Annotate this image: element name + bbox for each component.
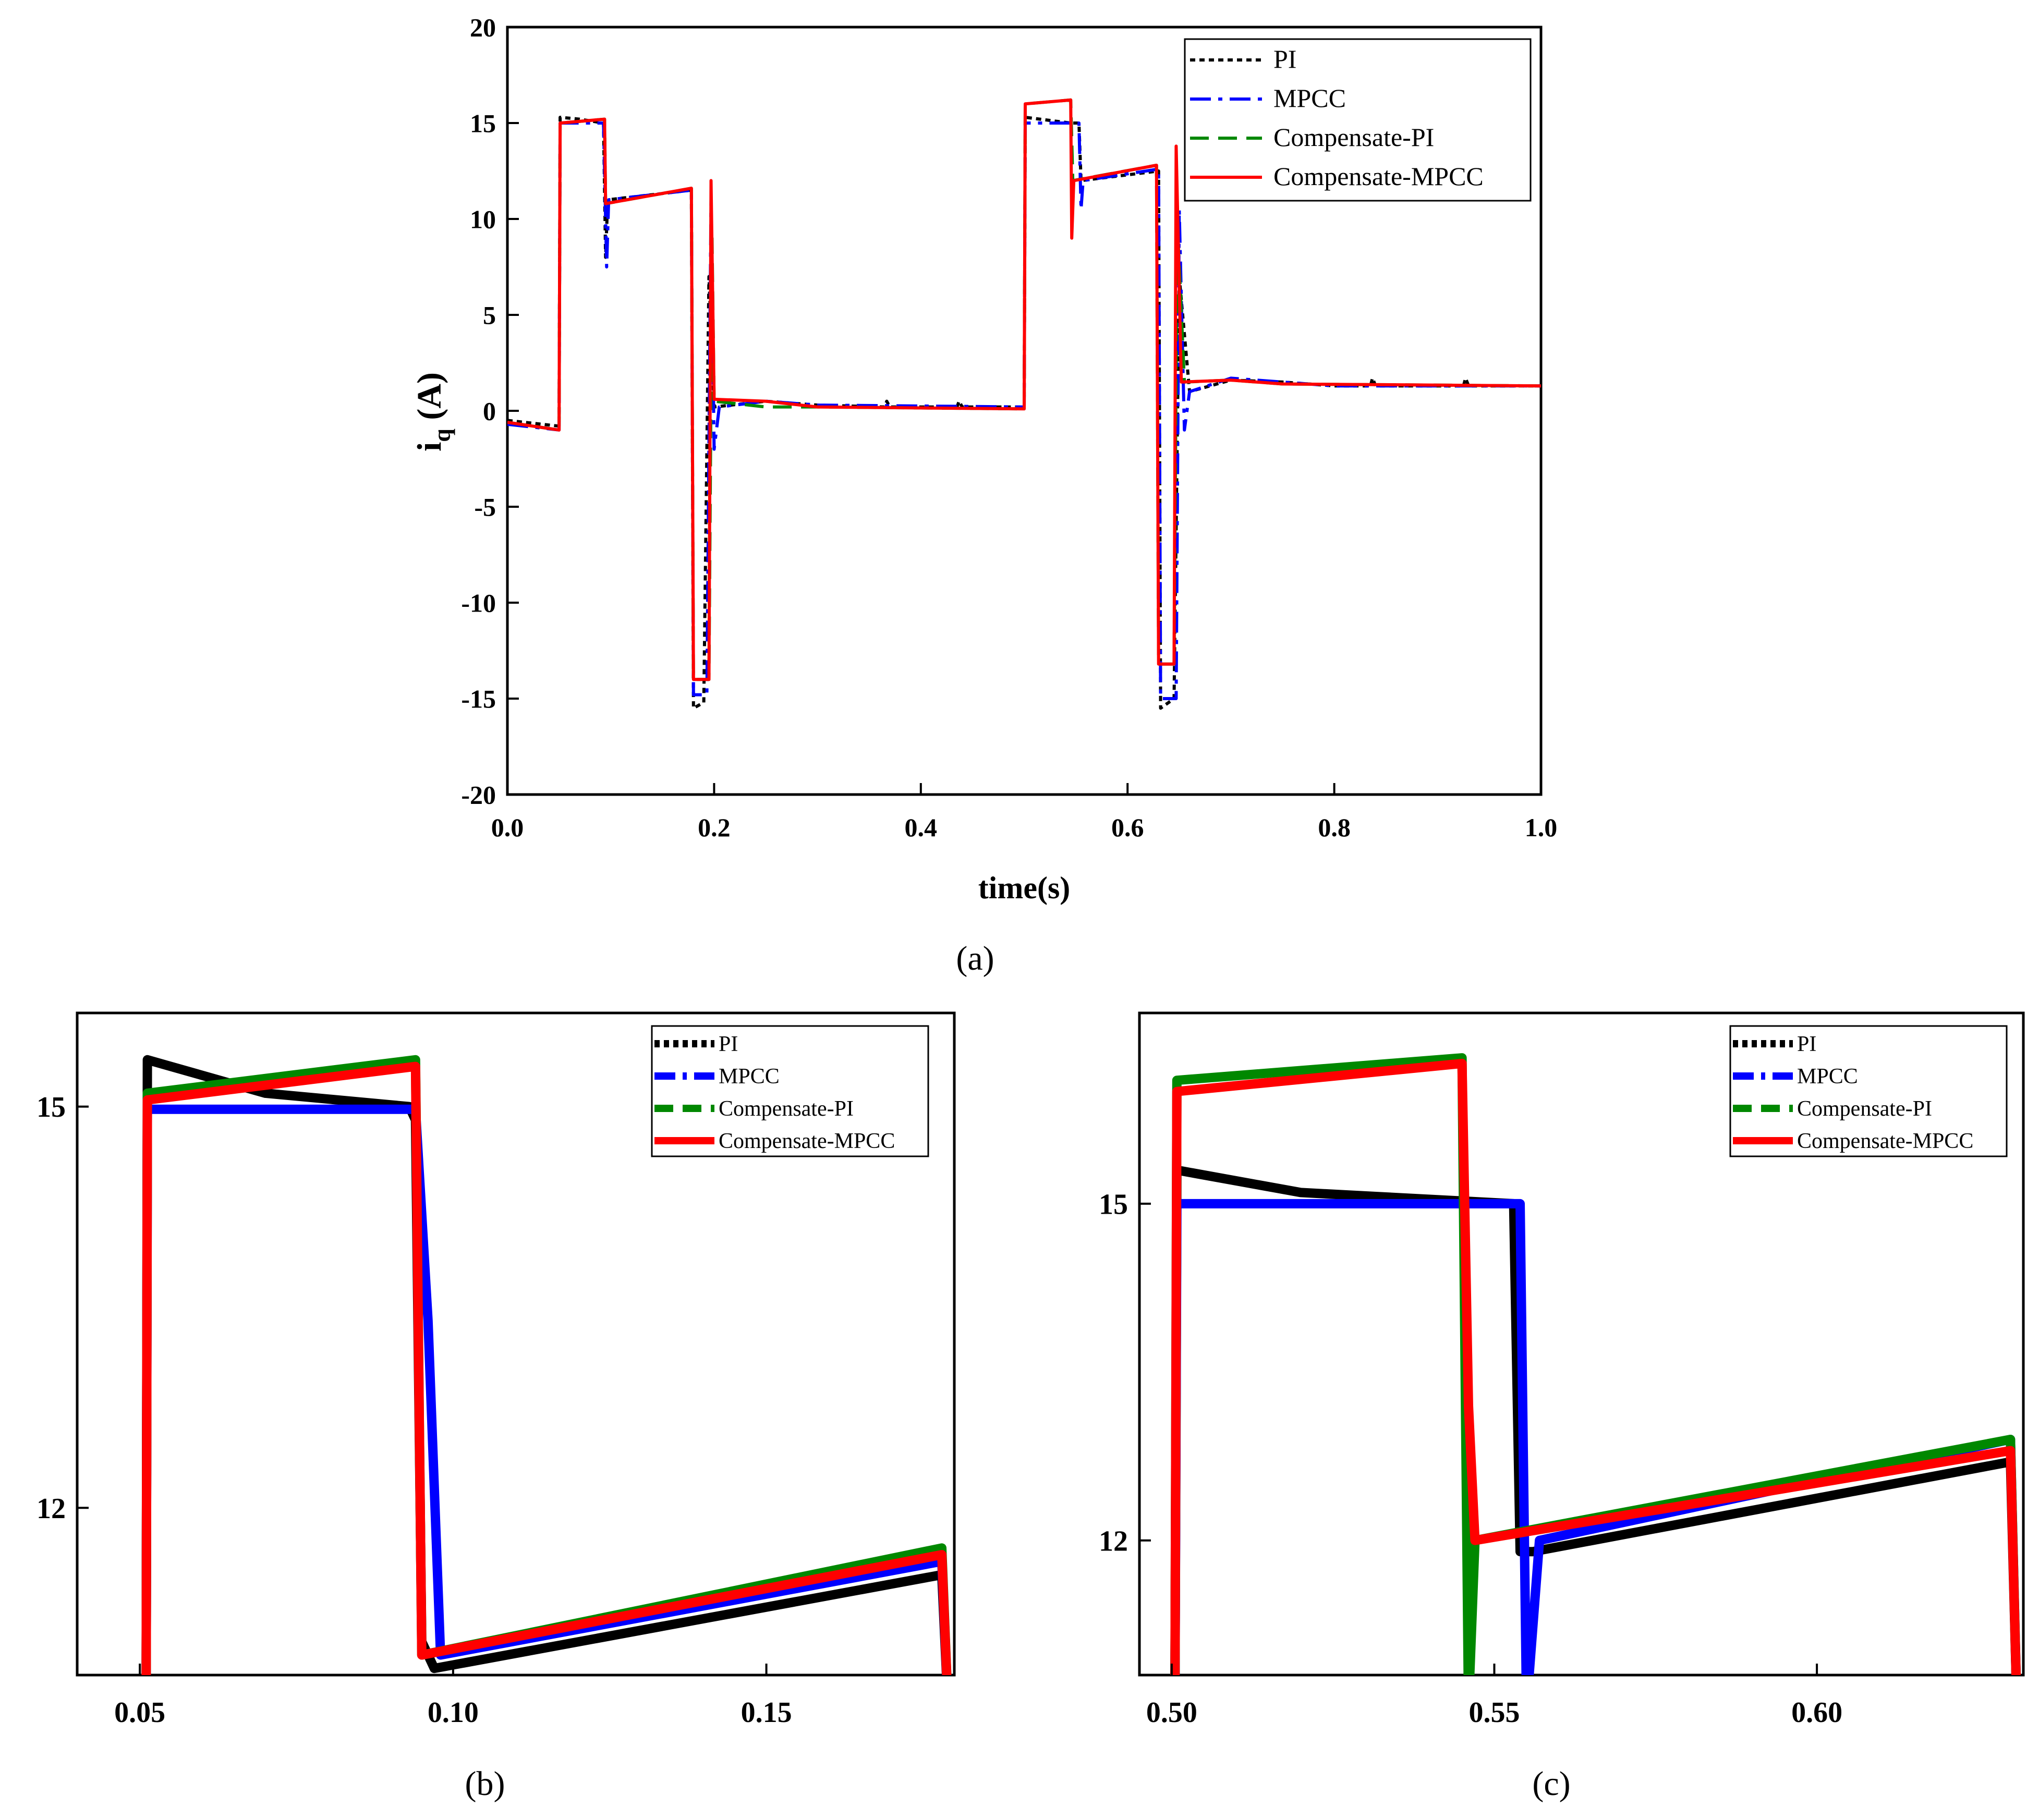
y-tick-label-a-2: -10: [461, 589, 496, 618]
panel-a: 0.0 0.2 0.4 0.6 0.8 1.0 -20 -15 -10 -5 0 5 10 15 20 PI…: [410, 13, 1557, 978]
legend-label-compensate-mpcc: Compensate-MPCC: [1273, 162, 1484, 191]
x-tick-label-c-0: 0.50: [1146, 1696, 1197, 1729]
y-tick-label-a-6: 10: [470, 205, 496, 234]
ticks-b: 0.05 0.10 0.15 12 15: [37, 1091, 792, 1729]
panel-c: 0.50 0.55 0.60 12 15 PI MPCC Compensate-PI C…: [1099, 1011, 2025, 1803]
ticks-c: 0.50 0.55 0.60 12 15: [1099, 1189, 1842, 1729]
caption-letter-c: c: [1544, 1765, 1559, 1803]
series-line-compensate-pi-c: [1170, 1053, 2021, 1675]
ticks-a: 0.0 0.2 0.4 0.6 0.8 1.0 -20 -15 -10 -5 0 5 10 15 20: [461, 13, 1557, 842]
y-tick-label-a-1: -15: [461, 685, 496, 714]
legend-box-b: [651, 1025, 929, 1157]
x-tick-label-a-2: 0.4: [905, 813, 938, 842]
y-axis-title-unit: (A): [410, 372, 448, 429]
caption-c: (c): [1532, 1765, 1570, 1803]
legend-label-mpcc: MPCC: [1273, 83, 1346, 113]
series-line-compensate-mpcc-c: [1170, 1058, 2021, 1675]
series-line-mpcc-c: [1170, 1199, 2021, 1675]
x-tick-label-a-3: 0.6: [1111, 813, 1144, 842]
y-axis-title-sub: q: [429, 429, 455, 442]
legend-label-compensate-pi: Compensate-PI: [1273, 123, 1434, 152]
series-line-compensate-mpcc-b: [141, 1061, 952, 1675]
legend-label-pi-b: PI: [719, 1032, 738, 1056]
x-tick-label-a-4: 0.8: [1318, 813, 1351, 842]
legend-a: PI MPCC Compensate-PI Compensate-MPCC: [1184, 38, 1532, 202]
legend-label-compensate-mpcc-b: Compensate-MPCC: [719, 1129, 895, 1153]
x-axis-title-a: time(s): [978, 871, 1071, 905]
series-line-compensate-mpcc-a: [507, 98, 1541, 681]
caption-b: (b): [465, 1765, 505, 1803]
y-tick-label-a-5: 5: [483, 301, 496, 330]
legend-label-compensate-pi-b: Compensate-PI: [719, 1097, 854, 1121]
legend-label-compensate-pi-c: Compensate-PI: [1797, 1097, 1932, 1121]
x-tick-label-a-5: 1.0: [1525, 813, 1558, 842]
legend-b: PI MPCC Compensate-PI Compensate-MPCC: [651, 1025, 929, 1157]
y-tick-label-a-7: 15: [470, 109, 496, 138]
x-tick-label-c-2: 0.60: [1791, 1696, 1842, 1729]
y-tick-label-c-0: 12: [1099, 1525, 1128, 1557]
series-line-pi-c: [1170, 1165, 2021, 1675]
legend-label-mpcc-c: MPCC: [1797, 1065, 1858, 1089]
x-tick-label-c-1: 0.55: [1468, 1696, 1520, 1729]
y-tick-label-c-1: 15: [1099, 1189, 1128, 1221]
caption-letter-b: b: [477, 1765, 494, 1803]
panel-b: 0.05 0.10 0.15 12 15 PI MPCC Compensate-PI C…: [37, 1011, 956, 1803]
legend-label-compensate-mpcc-c: Compensate-MPCC: [1797, 1129, 1973, 1153]
legend-box-a: [1184, 38, 1532, 202]
series-group-c: [1170, 1053, 2021, 1675]
legend-label-pi-c: PI: [1797, 1032, 1816, 1056]
caption-a: (a): [956, 939, 994, 978]
x-tick-label-b-2: 0.15: [741, 1696, 792, 1729]
y-tick-label-b-1: 15: [37, 1091, 66, 1123]
legend-label-mpcc-b: MPCC: [719, 1065, 780, 1089]
y-tick-label-a-3: -5: [474, 493, 496, 522]
plot-frame-b: [76, 1011, 956, 1677]
y-axis-title-main: i: [410, 442, 448, 451]
series-line-mpcc-b: [141, 1104, 952, 1675]
series-group-a: [507, 98, 1541, 710]
y-tick-label-a-8: 20: [470, 13, 496, 42]
x-tick-label-b-0: 0.05: [114, 1696, 165, 1729]
caption-letter-a: a: [967, 939, 982, 978]
y-axis-title-a: iq (A): [410, 372, 455, 451]
x-tick-label-a-0: 0.0: [491, 813, 524, 842]
y-tick-label-b-0: 12: [37, 1493, 66, 1525]
series-group-b: [141, 1055, 952, 1675]
y-tick-label-a-0: -20: [461, 780, 496, 810]
legend-c: PI MPCC Compensate-PI Compensate-MPCC: [1729, 1025, 2008, 1157]
y-tick-label-a-4: 0: [483, 397, 496, 426]
x-tick-label-b-1: 0.10: [428, 1696, 479, 1729]
legend-box-c: [1729, 1025, 2008, 1157]
legend-label-pi: PI: [1273, 44, 1296, 74]
plot-frame-c: [1138, 1011, 2025, 1677]
x-tick-label-a-1: 0.2: [698, 813, 731, 842]
